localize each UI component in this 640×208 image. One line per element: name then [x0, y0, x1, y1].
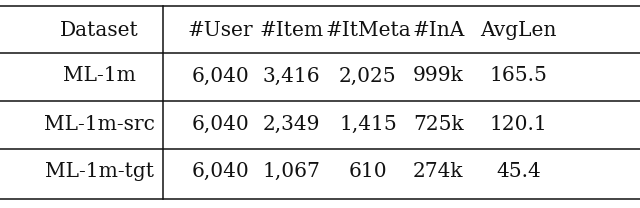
- Text: AvgLen: AvgLen: [480, 21, 557, 40]
- Text: 6,040: 6,040: [192, 162, 250, 181]
- Text: #Item: #Item: [259, 21, 323, 40]
- Text: 6,040: 6,040: [192, 115, 250, 134]
- Text: 165.5: 165.5: [490, 66, 547, 85]
- Text: 999k: 999k: [413, 66, 464, 85]
- Text: 120.1: 120.1: [490, 115, 547, 134]
- Text: 2,025: 2,025: [339, 66, 397, 85]
- Text: 3,416: 3,416: [262, 66, 320, 85]
- Text: 2,349: 2,349: [262, 115, 320, 134]
- Text: ML-1m: ML-1m: [63, 66, 136, 85]
- Text: 45.4: 45.4: [496, 162, 541, 181]
- Text: 6,040: 6,040: [192, 66, 250, 85]
- Text: 274k: 274k: [413, 162, 463, 181]
- Text: #User: #User: [188, 21, 253, 40]
- Text: ML-1m-tgt: ML-1m-tgt: [45, 162, 154, 181]
- Text: 1,415: 1,415: [339, 115, 397, 134]
- Text: 1,067: 1,067: [262, 162, 320, 181]
- Text: Dataset: Dataset: [60, 21, 139, 40]
- Text: 610: 610: [349, 162, 387, 181]
- Text: #ItMeta: #ItMeta: [325, 21, 411, 40]
- Text: ML-1m-src: ML-1m-src: [44, 115, 155, 134]
- Text: 725k: 725k: [413, 115, 464, 134]
- Text: #InA: #InA: [412, 21, 465, 40]
